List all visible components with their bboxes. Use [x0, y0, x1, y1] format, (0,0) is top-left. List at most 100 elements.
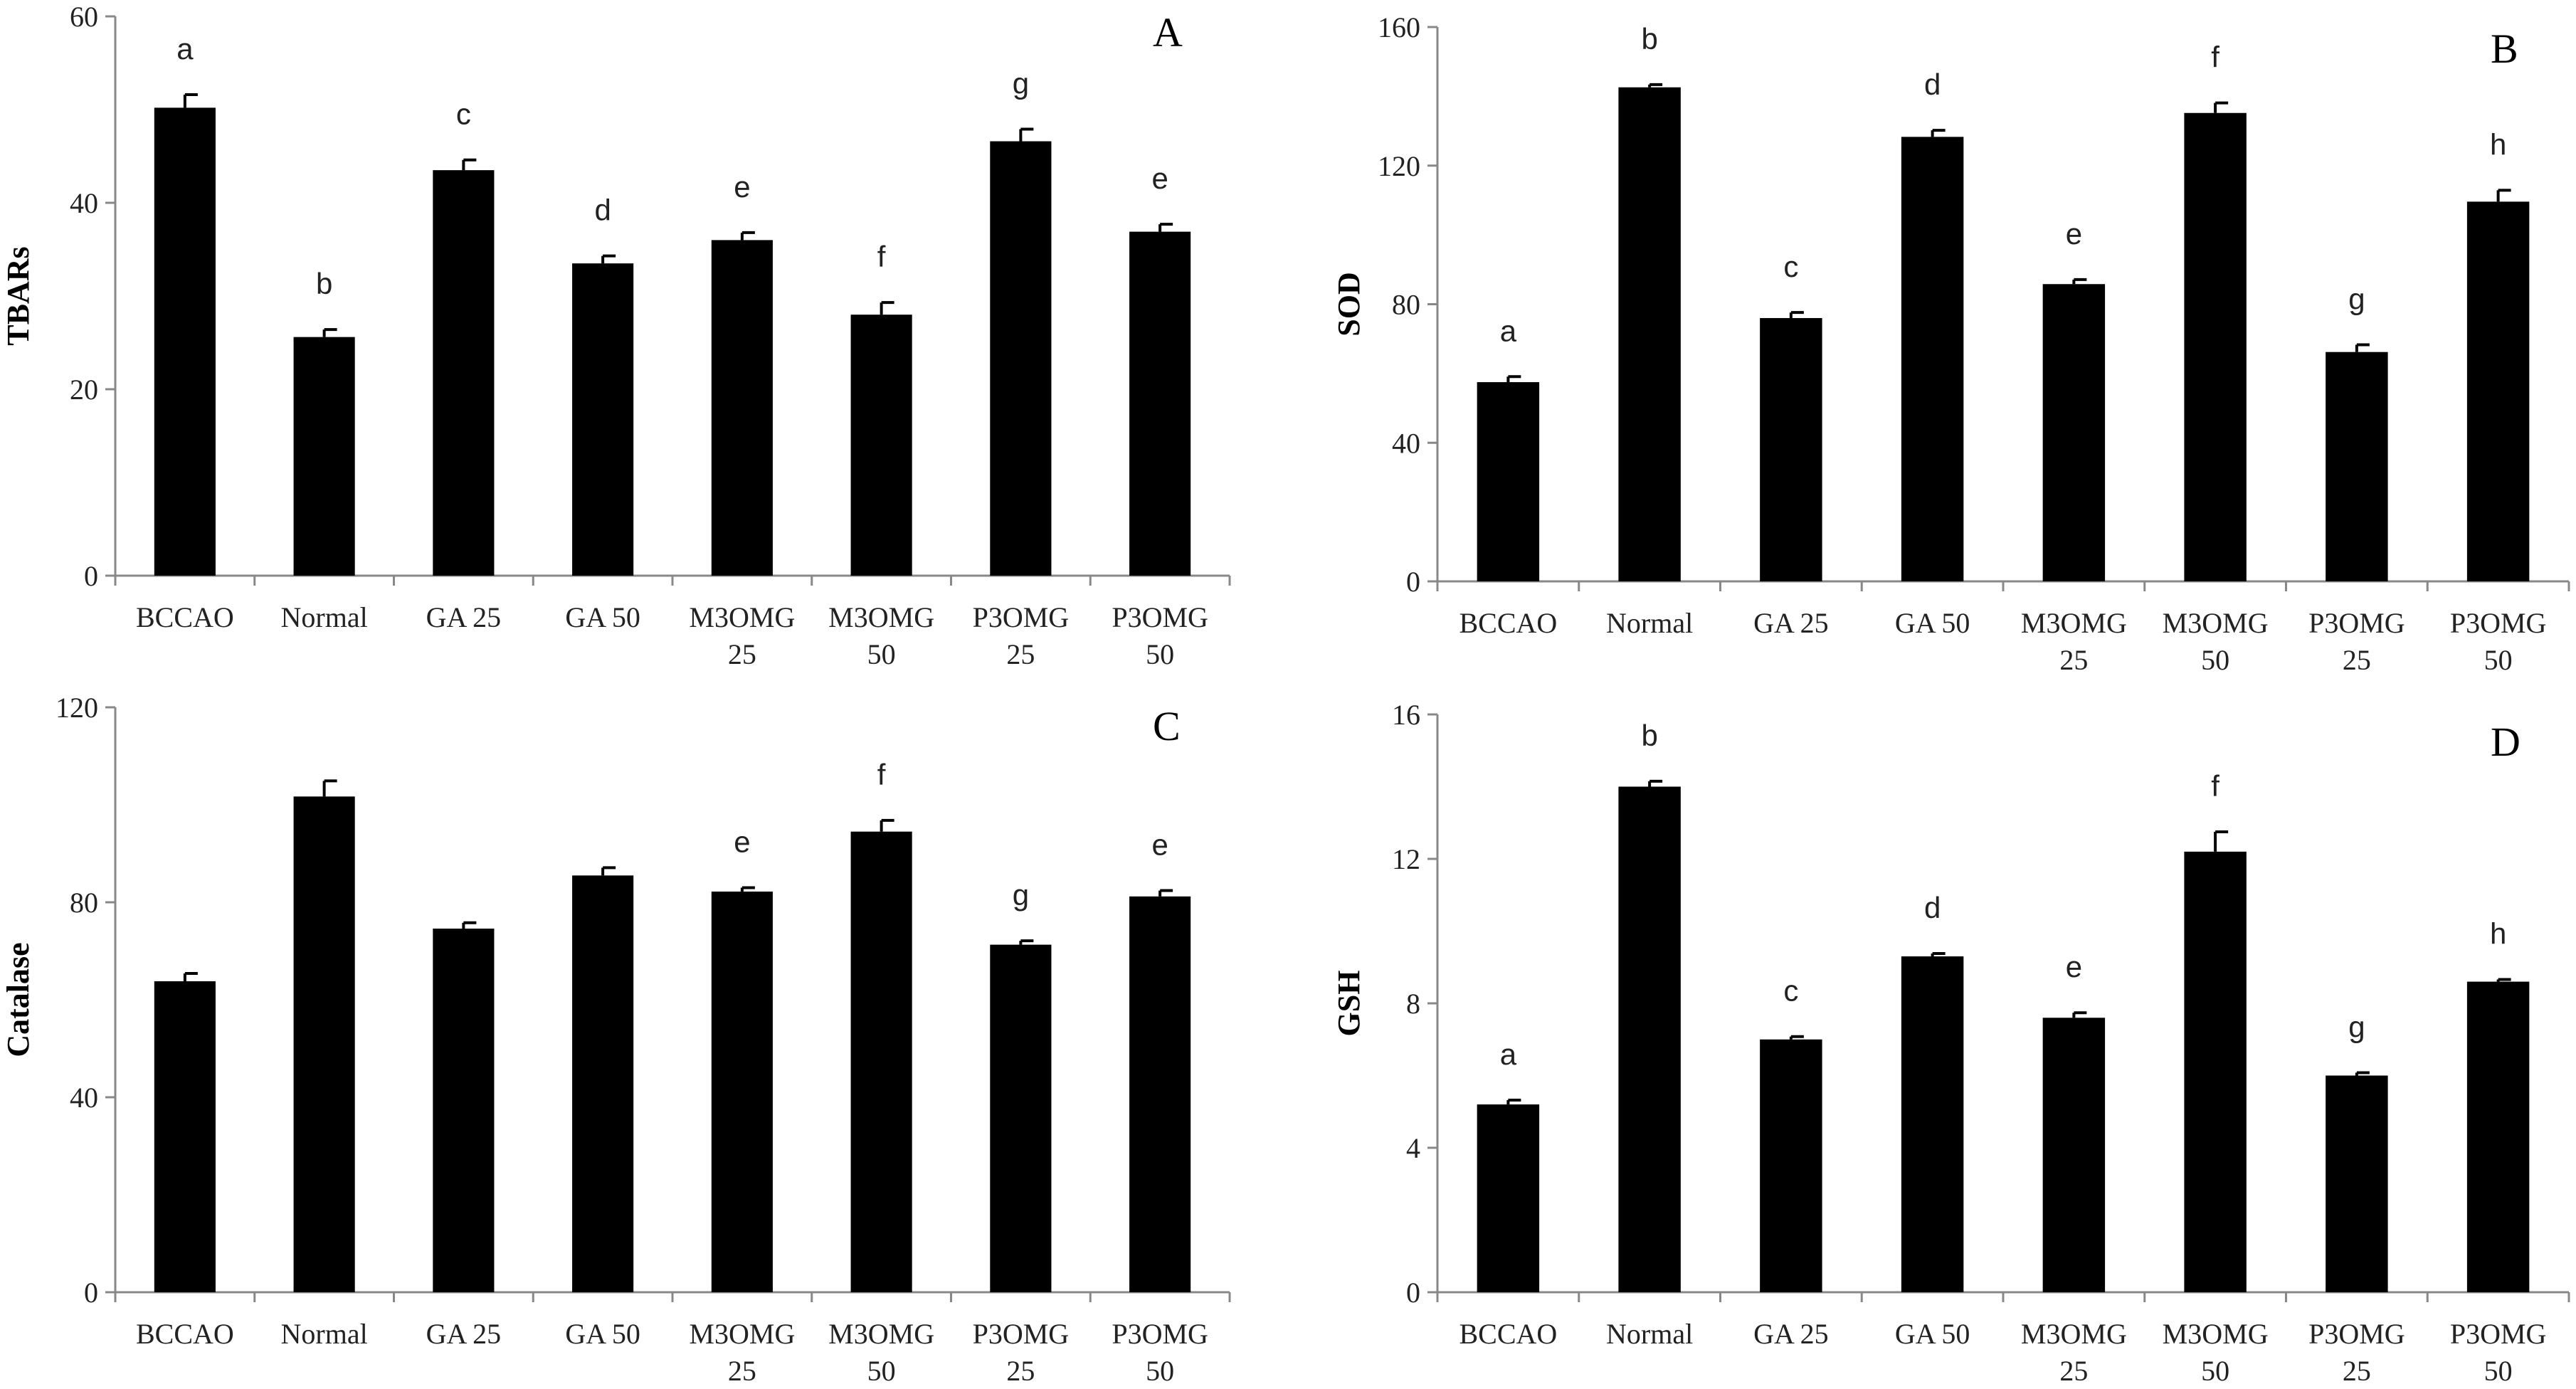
significance-label: c	[456, 97, 471, 131]
y-tick-label: 0	[84, 560, 98, 592]
y-tick-label: 160	[1378, 11, 1420, 43]
category-label: Normal	[281, 1318, 368, 1350]
y-axis-label: TBARs	[1, 246, 36, 345]
y-tick-label: 80	[1392, 289, 1420, 321]
bar	[2326, 1075, 2388, 1292]
category-label: P3OMG 25	[973, 601, 1070, 670]
category-label: GA 50	[565, 1318, 640, 1350]
y-tick-label: 40	[70, 187, 98, 219]
category-label: P3OMG 50	[1112, 1318, 1208, 1387]
y-tick-label: 0	[84, 1277, 98, 1309]
bar	[2466, 981, 2530, 1292]
significance-label: e	[2066, 217, 2082, 250]
significance-label: e	[1151, 828, 1168, 862]
y-tick-label: 40	[70, 1082, 98, 1114]
y-axis-label: GSH	[1331, 971, 1366, 1037]
y-tick-label: 16	[1392, 699, 1420, 731]
category-label: BCCAO	[136, 1318, 234, 1350]
bar	[2326, 352, 2388, 581]
bar	[154, 981, 216, 1292]
significance-label: d	[594, 194, 611, 227]
bar	[1901, 137, 1964, 582]
y-tick-label: 120	[1378, 150, 1420, 182]
significance-label: b	[316, 267, 332, 300]
significance-label: d	[1924, 68, 1941, 101]
significance-label: b	[1641, 22, 1657, 56]
significance-label: g	[2348, 282, 2365, 315]
significance-label: e	[734, 170, 750, 204]
significance-label: g	[1013, 67, 1029, 100]
significance-label: g	[2348, 1010, 2365, 1043]
bar	[293, 337, 355, 576]
panel-letter: D	[2491, 719, 2520, 765]
significance-label: e	[734, 825, 750, 858]
category-label: M3OMG 25	[689, 601, 795, 670]
y-tick-label: 4	[1406, 1132, 1420, 1164]
category-label: M3OMG 50	[2163, 607, 2269, 676]
significance-label: h	[2490, 917, 2506, 951]
category-label: BCCAO	[1459, 607, 1557, 639]
category-label: M3OMG 50	[828, 601, 934, 670]
category-label: M3OMG 25	[689, 1318, 795, 1387]
significance-label: f	[877, 240, 886, 273]
bar	[1477, 1104, 1540, 1292]
bar	[2184, 851, 2247, 1292]
category-label: M3OMG 25	[2021, 607, 2127, 676]
panel-d: 0 4 8 12 16 GSH Da BCCAO b Normal c GA 25 d GA 50 e M3O…	[1331, 699, 2570, 1387]
bar	[2184, 112, 2247, 581]
bar	[2466, 201, 2530, 581]
bar	[1901, 956, 1964, 1292]
y-axis-label: SOD	[1331, 272, 1366, 336]
panel-a: 0 20 40 60 TBARs Aa BCCAO b Normal c GA 25 d GA 50 e M…	[1, 1, 1231, 670]
significance-label: d	[1924, 891, 1941, 924]
y-tick-label: 8	[1406, 988, 1420, 1020]
significance-label: f	[2211, 41, 2219, 74]
panel-b: 0 40 80 120 160 SOD Ba BCCAO b Normal c GA 25 d GA 50…	[1331, 11, 2570, 676]
bar	[2042, 1018, 2106, 1292]
category-label: Normal	[1606, 607, 1693, 639]
category-label: GA 50	[565, 601, 640, 633]
significance-label: h	[2490, 127, 2506, 161]
bar	[572, 875, 634, 1292]
bar	[990, 141, 1052, 576]
significance-label: a	[1500, 314, 1517, 347]
y-axis-label: Catalase	[1, 942, 36, 1057]
panel-letter: C	[1153, 703, 1181, 749]
bar	[711, 891, 773, 1292]
bar	[1760, 317, 1822, 581]
category-label: Normal	[281, 601, 368, 633]
significance-label: f	[877, 758, 886, 791]
y-tick-label: 20	[70, 374, 98, 406]
bar	[990, 944, 1052, 1292]
bar	[850, 315, 912, 576]
bar	[154, 107, 216, 576]
category-label: GA 25	[1753, 1318, 1829, 1350]
y-tick-label: 60	[70, 1, 98, 33]
bar	[1129, 231, 1191, 576]
significance-label: a	[176, 32, 194, 65]
significance-label: b	[1641, 719, 1657, 752]
significance-label: f	[2211, 769, 2219, 803]
category-label: P3OMG 50	[2450, 1318, 2547, 1387]
significance-label: c	[1783, 974, 1798, 1008]
category-label: P3OMG 25	[2308, 1318, 2405, 1387]
bar	[1618, 786, 1681, 1292]
category-label: P3OMG 25	[973, 1318, 1070, 1387]
significance-label: e	[1151, 162, 1168, 195]
category-label: P3OMG 50	[2450, 607, 2547, 676]
significance-label: g	[1013, 878, 1029, 912]
panel-letter: A	[1153, 9, 1183, 56]
bar	[293, 796, 355, 1292]
y-tick-label: 0	[1406, 566, 1420, 598]
y-tick-label: 0	[1406, 1277, 1420, 1309]
category-label: Normal	[1606, 1318, 1693, 1350]
panel-letter: B	[2491, 26, 2518, 72]
y-tick-label: 12	[1392, 843, 1420, 875]
category-label: BCCAO	[136, 601, 234, 633]
significance-label: e	[2066, 950, 2082, 983]
category-label: M3OMG 50	[828, 1318, 934, 1387]
y-tick-label: 120	[56, 692, 98, 724]
panel-c: 0 40 80 120 Catalase C BCCAO Normal GA 25 GA 50 e M…	[1, 692, 1231, 1387]
y-tick-label: 80	[70, 887, 98, 919]
